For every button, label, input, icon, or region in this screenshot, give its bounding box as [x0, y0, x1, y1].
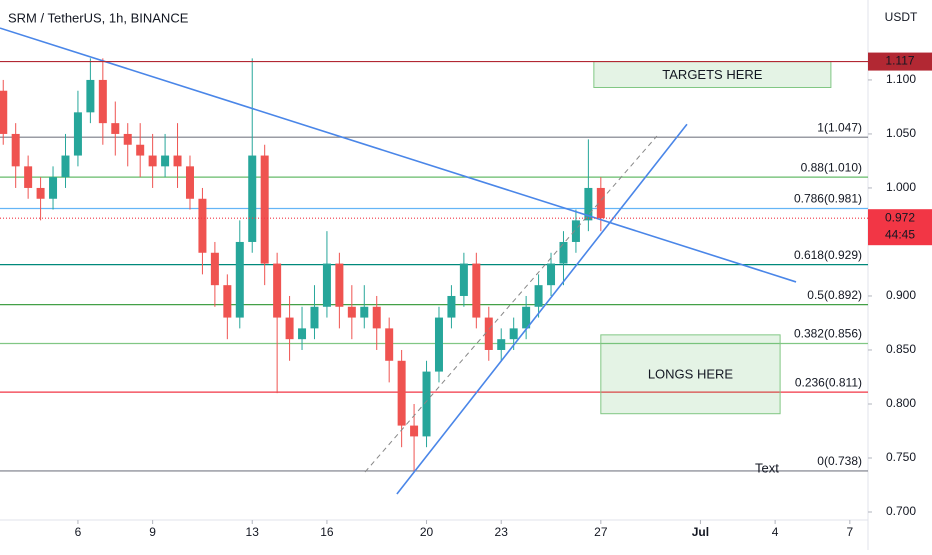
- candle-body: [61, 155, 70, 178]
- candle-body: [86, 79, 95, 113]
- candle-body: [522, 306, 531, 329]
- fib-label: 0.88(1.010): [801, 160, 862, 174]
- candle-body: [161, 155, 170, 167]
- candle-body: [198, 198, 207, 253]
- candle-body: [559, 241, 568, 264]
- candle-body: [24, 166, 33, 188]
- chart-title: SRM / TetherUS, 1h, BINANCE: [8, 10, 189, 25]
- candle-body: [298, 328, 307, 340]
- zone-label: LONGS HERE: [648, 367, 734, 382]
- fib-label: 0.786(0.981): [794, 192, 862, 206]
- fib-label: 1(1.047): [817, 120, 862, 134]
- price-tag: [868, 52, 932, 71]
- candle-body: [123, 133, 132, 145]
- x-tick-label: 7: [846, 525, 853, 539]
- y-tick-label: 1.050: [886, 126, 916, 140]
- y-tick-label: 0.850: [886, 342, 916, 356]
- trend-line: [396, 123, 688, 495]
- candle-body: [11, 133, 20, 167]
- annotation: Text: [755, 460, 779, 475]
- candle-body: [173, 155, 182, 167]
- fib-label: 0.5(0.892): [807, 288, 862, 302]
- trend-line: [364, 135, 658, 473]
- y-tick-label: 0.900: [886, 288, 916, 302]
- fib-label: 0(0.738): [817, 454, 862, 468]
- candle-body: [360, 306, 369, 318]
- candle-body: [322, 263, 331, 307]
- x-tick-label: 20: [420, 525, 434, 539]
- candle-body: [49, 177, 58, 199]
- fib-label: 0.618(0.929): [794, 248, 862, 262]
- candle-body: [584, 187, 593, 221]
- candle-body: [472, 263, 481, 318]
- candle-body: [285, 317, 294, 340]
- y-tick-label: 0.700: [886, 504, 916, 518]
- zone-box: [600, 334, 781, 415]
- y-tick-label: 1.000: [886, 180, 916, 194]
- candle-body: [410, 425, 419, 437]
- candle-body: [210, 252, 219, 286]
- fib-label: 0.382(0.856): [794, 327, 862, 341]
- candle-body: [434, 317, 443, 372]
- candle-body: [372, 306, 381, 329]
- candle-body: [497, 339, 506, 350]
- axis-unit: USDT: [885, 10, 918, 24]
- candle-body: [148, 155, 157, 167]
- y-tick-label: 1.100: [886, 72, 916, 86]
- x-tick-label: 9: [149, 525, 156, 539]
- x-tick-label: 23: [495, 525, 509, 539]
- x-tick-label: 4: [772, 525, 779, 539]
- candle-body: [509, 328, 518, 340]
- candle-body: [136, 144, 145, 156]
- x-tick-label: 6: [75, 525, 82, 539]
- fib-label: 0.236(0.811): [795, 375, 862, 389]
- candle-body: [335, 263, 344, 307]
- candle-body: [397, 360, 406, 426]
- candle-body: [273, 263, 282, 318]
- candle-body: [260, 155, 269, 264]
- candle-body: [571, 220, 580, 242]
- candle-body: [385, 328, 394, 361]
- candle-body: [534, 285, 543, 307]
- candle-body: [185, 166, 194, 199]
- candle-body: [310, 306, 319, 329]
- x-tick-label: Jul: [692, 525, 709, 539]
- x-tick-label: 13: [246, 525, 260, 539]
- candle-body: [223, 285, 232, 318]
- candle-body: [422, 371, 431, 437]
- zone-label: TARGETS HERE: [662, 67, 762, 82]
- candle-body: [235, 241, 244, 318]
- candle-body: [484, 317, 493, 350]
- y-tick-label: 0.800: [886, 396, 916, 410]
- price-tag-label: 0.972: [885, 210, 915, 224]
- y-tick-label: 0.750: [886, 450, 916, 464]
- price-tag: [868, 209, 932, 246]
- candle-body: [459, 263, 468, 296]
- price-countdown: 44:45: [885, 227, 915, 241]
- candle-body: [36, 187, 45, 199]
- candle-body: [447, 295, 456, 318]
- x-tick-label: 27: [594, 525, 608, 539]
- x-tick-label: 16: [320, 525, 334, 539]
- candle-body: [98, 79, 107, 124]
- price-tag-label: 1.117: [885, 54, 914, 68]
- candle-body: [111, 123, 120, 134]
- zone-box: [593, 61, 832, 88]
- trend-line: [0, 27, 797, 283]
- candle-body: [596, 187, 605, 219]
- candle-body: [0, 90, 8, 134]
- candle-body: [547, 263, 556, 286]
- candle-body: [248, 155, 257, 242]
- candle-body: [73, 112, 82, 156]
- candle-body: [347, 306, 356, 318]
